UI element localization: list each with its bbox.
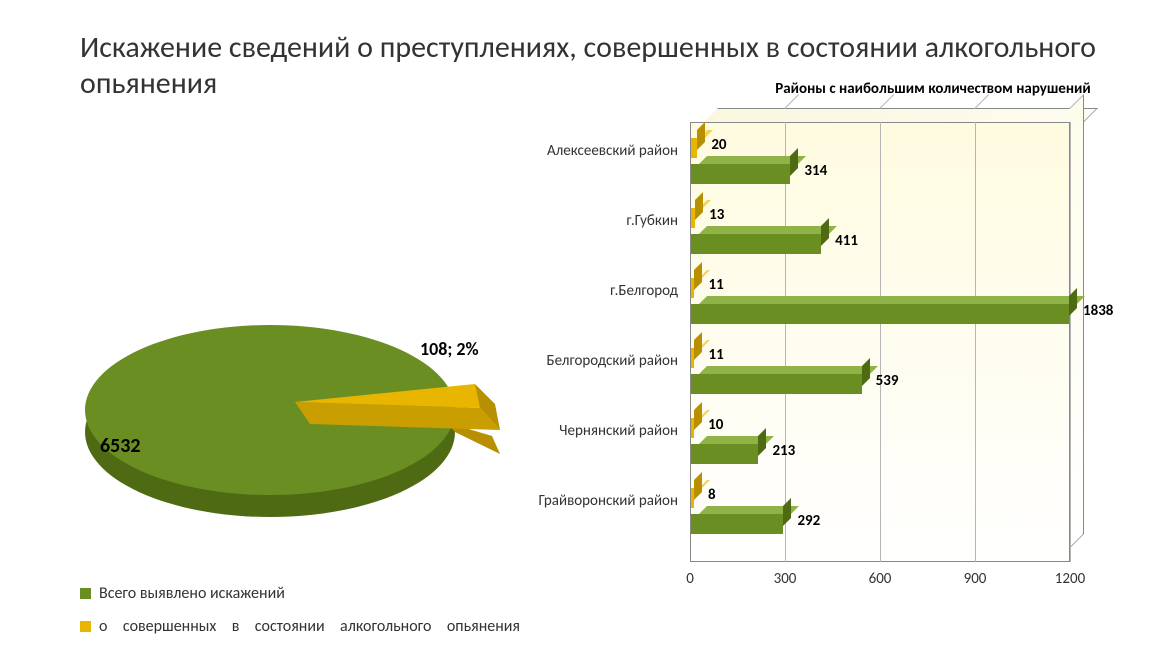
bar-value-label: 8	[708, 486, 716, 504]
y-category-label: Чернянский район	[538, 422, 678, 440]
bar-value-label: 411	[835, 232, 858, 250]
bar-large: 539	[691, 374, 862, 394]
bar-small: 11	[691, 278, 694, 298]
plot-top-face	[704, 108, 1098, 122]
bar-small: 13	[691, 208, 695, 228]
bar-value-label: 314	[804, 162, 827, 180]
bar-chart: 0 300 600 900 1200 Алексеевский район 20 314 г.Г…	[540, 122, 1100, 612]
legend-item: о совершенных в состоянии алкогольного о…	[80, 616, 520, 638]
gridline	[880, 122, 881, 562]
bar-value-label: 213	[772, 442, 795, 460]
bar-large: 213	[691, 444, 758, 464]
pie-label-small: 108; 2%	[420, 338, 479, 360]
bar-large: 1838	[691, 304, 1069, 324]
bar-small: 8	[691, 488, 694, 508]
gridline	[785, 122, 786, 562]
y-category-label: Алексеевский район	[538, 142, 678, 160]
bar-value-label: 11	[708, 346, 723, 364]
x-tick-label: 600	[869, 570, 892, 588]
bar-value-label: 11	[708, 276, 723, 294]
legend-text: о совершенных в состоянии алкогольного о…	[99, 616, 520, 638]
x-tick-label: 1200	[1055, 570, 1085, 588]
bar-value-label: 10	[708, 416, 723, 434]
y-category-label: Грайворонский район	[538, 492, 678, 510]
bar-small: 10	[691, 418, 694, 438]
pie-svg	[70, 232, 530, 532]
y-category-label: Белгородский район	[538, 352, 678, 370]
legend-swatch	[80, 621, 91, 632]
bar-chart-title: Районы с наибольшим количеством нарушени…	[768, 80, 1098, 98]
gridline	[975, 122, 976, 562]
pie-panel: 108; 2% 6532 Всего выявлено искажений о …	[80, 112, 540, 652]
bar-large: 292	[691, 514, 783, 534]
bar-value-label: 13	[709, 206, 724, 224]
x-tick-label: 0	[686, 570, 694, 588]
bar-value-label: 539	[876, 372, 899, 390]
page-container: Искажение сведений о преступлениях, сове…	[0, 0, 1150, 647]
bar-value-label: 292	[797, 512, 820, 530]
legend-text: Всего выявлено искажений	[99, 583, 520, 605]
legend-swatch	[80, 588, 91, 599]
x-tick-label: 900	[964, 570, 987, 588]
bar-large: 314	[691, 164, 790, 184]
bar-value-label: 20	[711, 136, 726, 154]
bar-value-label: 1838	[1083, 302, 1113, 320]
pie-label-big: 6532	[100, 434, 141, 458]
pie-legend: Всего выявлено искажений о совершенных в…	[80, 583, 520, 650]
content-row: 108; 2% 6532 Всего выявлено искажений о …	[80, 112, 1100, 652]
y-category-label: г.Белгород	[538, 282, 678, 300]
bar-large: 411	[691, 234, 821, 254]
bar-small: 20	[691, 138, 697, 158]
pie-chart: 108; 2% 6532	[70, 232, 530, 532]
plot-right-face	[1070, 94, 1084, 548]
y-category-label: г.Губкин	[538, 212, 678, 230]
gridline	[1070, 122, 1071, 562]
x-tick-label: 300	[774, 570, 797, 588]
bar-small: 11	[691, 348, 694, 368]
bar-panel: Районы с наибольшим количеством нарушени…	[540, 112, 1100, 652]
legend-item: Всего выявлено искажений	[80, 583, 520, 605]
